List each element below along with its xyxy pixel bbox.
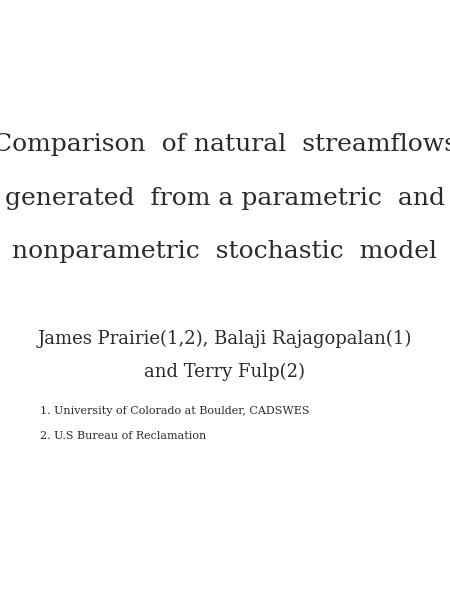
Text: Comparison  of natural  streamflows: Comparison of natural streamflows <box>0 133 450 155</box>
Text: James Prairie(1,2), Balaji Rajagopalan(1): James Prairie(1,2), Balaji Rajagopalan(1… <box>38 330 412 348</box>
Text: nonparametric  stochastic  model: nonparametric stochastic model <box>13 241 437 263</box>
Text: 1. University of Colorado at Boulder, CADSWES: 1. University of Colorado at Boulder, CA… <box>40 406 310 416</box>
Text: 2. U.S Bureau of Reclamation: 2. U.S Bureau of Reclamation <box>40 431 207 441</box>
Text: generated  from a parametric  and: generated from a parametric and <box>5 187 445 209</box>
Text: and Terry Fulp(2): and Terry Fulp(2) <box>144 363 306 381</box>
